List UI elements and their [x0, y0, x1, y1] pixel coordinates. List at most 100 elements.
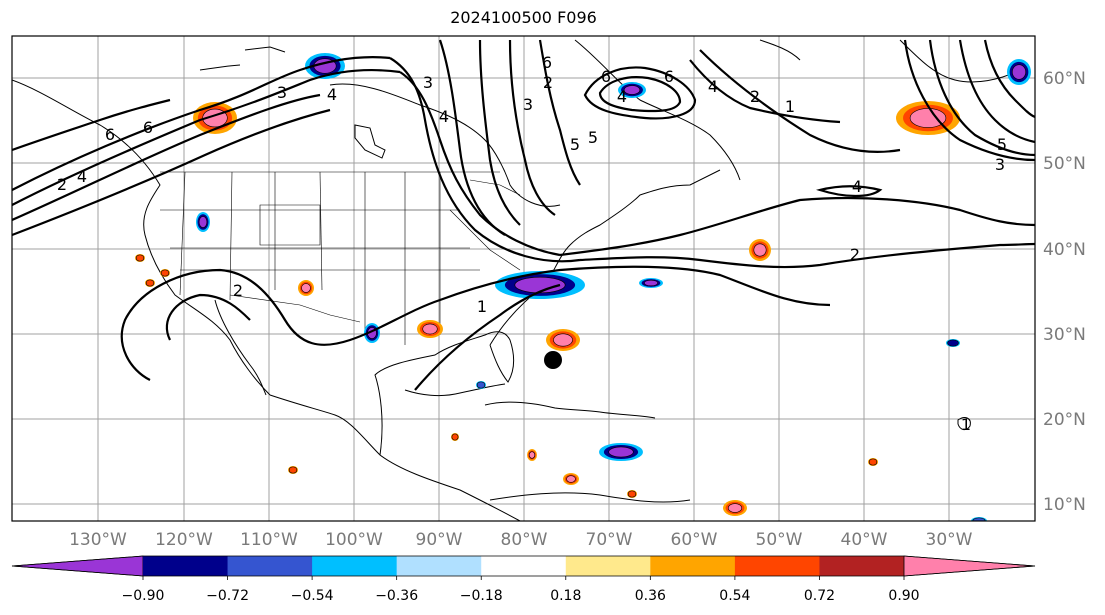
longitude-label: 130°W — [69, 530, 127, 550]
map-frame — [11, 35, 1036, 522]
colorbar-tick-label: −0.36 — [375, 588, 418, 604]
shaded-blob — [135, 254, 145, 262]
shaded-blob — [896, 101, 960, 135]
contour-label: 3 — [277, 83, 287, 102]
longitude-label: 110°W — [240, 530, 298, 550]
shaded-blob-layer — [753, 243, 767, 257]
contour-label: 6 — [664, 67, 674, 86]
shaded-blob-layer — [623, 85, 641, 95]
contour-label: 6 — [143, 118, 153, 137]
latitude-label: 30°N — [1043, 325, 1086, 345]
colorbar: −0.90 −0.72 −0.54 −0.36 −0.18 0.18 0.36 0.54 0.7… — [11, 555, 1036, 604]
contour-label: 4 — [708, 77, 718, 96]
shaded-blob — [546, 329, 580, 351]
colorbar-tick-label: −0.90 — [122, 588, 165, 604]
contour-label: 3 — [423, 73, 433, 92]
longitude-label: 60°W — [671, 530, 718, 550]
latitude-label: 40°N — [1043, 240, 1086, 260]
contour-label: 4 — [77, 167, 87, 186]
shaded-blob-layer — [451, 433, 459, 441]
colorbar-segment — [227, 556, 313, 576]
contour-label: 5 — [588, 128, 598, 147]
latitude-label: 20°N — [1043, 410, 1086, 430]
shaded-blob-layer — [422, 323, 438, 335]
shaded-blob-layer — [145, 279, 155, 287]
colorbar-tick-label: 0.18 — [550, 588, 581, 604]
contour-lines — [12, 39, 1035, 391]
contour-label: 5 — [570, 135, 580, 154]
shaded-blob-layer — [301, 283, 311, 293]
shaded-blob — [971, 517, 987, 521]
shaded-blob — [563, 473, 579, 485]
shaded-blob — [868, 458, 878, 466]
shaded-blob-layer — [909, 108, 947, 128]
longitude-label: 40°W — [841, 530, 888, 550]
longitude-label: 30°W — [926, 530, 973, 550]
colorbar-tick-label: 0.36 — [635, 588, 666, 604]
colorbar-tick-label: −0.72 — [206, 588, 249, 604]
shaded-blob-layer — [608, 446, 634, 458]
shaded-blob-layer — [868, 458, 878, 466]
shaded-blob — [749, 239, 771, 261]
shaded-blob — [639, 278, 663, 288]
longitude-label: 50°W — [756, 530, 803, 550]
shaded-blob-layer — [947, 339, 959, 347]
latitude-label: 10°N — [1043, 495, 1086, 515]
contour-label: 3 — [995, 155, 1005, 174]
shaded-blob — [196, 212, 210, 232]
shaded-blob-layer — [135, 254, 145, 262]
shaded-blob — [298, 280, 314, 296]
contour-label: 6 — [601, 67, 611, 86]
contour-label: 2 — [233, 281, 243, 300]
contour-label: 6 — [105, 125, 115, 144]
storm-position-marker — [544, 351, 562, 369]
colorbar-tick-label: −0.54 — [291, 588, 334, 604]
coastlines — [12, 39, 1021, 521]
colorbar-tick-label: 0.72 — [804, 588, 835, 604]
longitude-label: 100°W — [325, 530, 383, 550]
contour-label: 1 — [961, 415, 971, 434]
latitude-label: 60°N — [1043, 69, 1086, 89]
colorbar-extend-low — [11, 555, 144, 577]
shaded-blob-layer — [643, 279, 659, 287]
latitude-label: 50°N — [1043, 154, 1086, 174]
contour-label: 5 — [997, 135, 1007, 154]
shaded-blob — [476, 381, 486, 389]
colorbar-segment — [481, 556, 567, 576]
colorbar-segment — [312, 556, 398, 576]
contour-label: 3 — [523, 95, 533, 114]
contour-label: 2 — [750, 87, 760, 106]
shaded-blob-layer — [160, 269, 170, 277]
shaded-blob — [1007, 59, 1031, 85]
map-title: 2024100500 F096 — [450, 8, 597, 27]
shaded-blob-layer — [528, 451, 536, 459]
longitude-label: 70°W — [586, 530, 633, 550]
longitude-labels: 130°W 120°W 110°W 100°W 90°W 80°W 70°W 60°W 50°W… — [69, 530, 973, 550]
contour-label: 2 — [850, 245, 860, 264]
colorbar-segment — [396, 556, 482, 576]
political-borders — [160, 171, 521, 345]
shaded-blob — [495, 271, 585, 299]
shaded-blob-layer — [566, 475, 576, 483]
contour-label: 6 — [542, 53, 552, 72]
shaded-blob — [417, 320, 443, 338]
shaded-blob-layer — [288, 466, 298, 474]
shaded-blob — [288, 466, 298, 474]
colorbar-segment — [143, 556, 229, 576]
shaded-blob-layer — [476, 381, 486, 389]
contour-label: 4 — [852, 177, 862, 196]
colorbar-tick-label: −0.18 — [460, 588, 503, 604]
colorbar-tick-label: 0.54 — [719, 588, 750, 604]
colorbar-segment — [565, 556, 651, 576]
contour-label: 1 — [785, 97, 795, 116]
contour-label: 2 — [543, 73, 553, 92]
shaded-blob-layer — [627, 490, 637, 498]
shaded-blob — [599, 443, 643, 461]
shaded-blob-layer — [198, 216, 208, 228]
longitude-label: 120°W — [155, 530, 213, 550]
colorbar-extend-high — [903, 555, 1036, 577]
shaded-blob — [451, 433, 459, 441]
shaded-blob — [160, 269, 170, 277]
shaded-blob — [946, 339, 960, 347]
